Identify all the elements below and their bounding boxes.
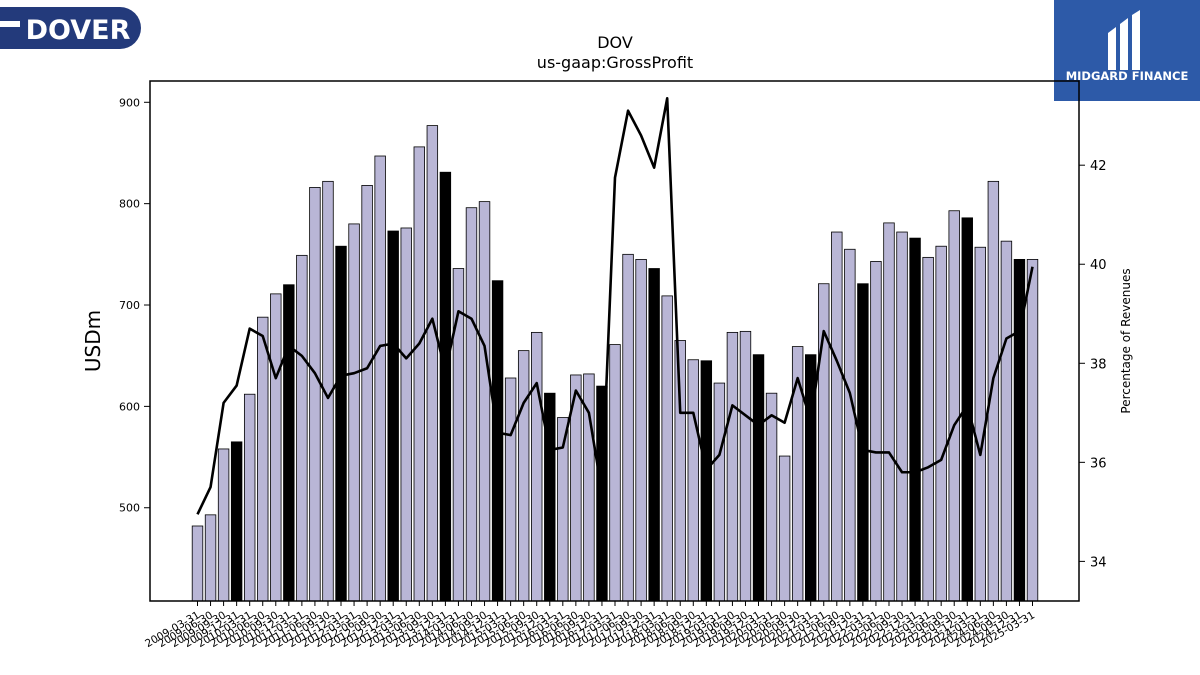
chart-title: DOV <box>597 33 633 52</box>
bar <box>974 246 987 602</box>
bar <box>896 231 908 602</box>
bar <box>426 125 439 602</box>
bar <box>791 346 804 602</box>
bar <box>309 187 321 602</box>
bar <box>909 237 921 602</box>
y-axis-label: USDm <box>81 310 105 372</box>
bar <box>713 382 726 602</box>
bar <box>883 222 895 602</box>
bar <box>191 525 204 602</box>
midgard-emblem-icon <box>1108 10 1140 70</box>
chart-subtitle: us-gaap:GrossProfit <box>537 53 693 72</box>
bar <box>517 350 530 602</box>
bar <box>1000 240 1013 602</box>
bar <box>922 256 934 602</box>
bar <box>648 268 660 602</box>
bar <box>778 455 791 602</box>
bar <box>948 210 960 602</box>
line-series <box>196 97 1034 515</box>
left-y-axis: 500 600 700 800 900 <box>119 96 150 515</box>
y2-tick-label: 34 <box>1090 555 1107 570</box>
bar <box>400 227 412 602</box>
bar <box>413 146 426 602</box>
bar <box>504 377 517 602</box>
bar <box>296 254 308 602</box>
bar <box>361 185 373 602</box>
bar <box>465 207 478 602</box>
bar <box>452 268 465 602</box>
bar <box>243 393 256 602</box>
y-tick-label: 800 <box>119 198 140 211</box>
dover-logo: DOVER <box>0 7 141 49</box>
bar <box>687 359 699 602</box>
bar <box>609 344 621 602</box>
bar <box>217 448 230 602</box>
bar <box>752 354 765 602</box>
bar <box>531 331 543 602</box>
bar <box>1026 258 1039 602</box>
bar <box>257 316 269 602</box>
y2-tick-label: 38 <box>1090 357 1107 372</box>
bar <box>270 293 282 602</box>
bar <box>831 231 843 602</box>
bar <box>374 155 386 602</box>
y-tick-label: 600 <box>119 400 140 413</box>
bar <box>765 392 778 602</box>
bar <box>674 340 686 602</box>
bar <box>622 253 634 602</box>
y2-tick-label: 40 <box>1090 258 1107 273</box>
bar <box>935 245 947 602</box>
bar <box>335 245 347 602</box>
x-axis: 2009-03-312009-06-302009-09-302009-12-31… <box>143 601 1037 650</box>
bar <box>700 360 713 602</box>
bar <box>987 180 1000 602</box>
bar <box>439 171 452 602</box>
right-y-axis: 34 36 38 40 42 <box>1079 159 1107 570</box>
bar <box>204 514 217 602</box>
bar <box>491 280 504 602</box>
y2-axis-label: Percentage of Revenues <box>1119 268 1133 413</box>
dover-logo-text: DOVER <box>26 15 131 46</box>
bar <box>387 230 399 602</box>
bar <box>857 283 869 602</box>
y2-tick-label: 36 <box>1090 456 1107 471</box>
bar <box>348 223 360 602</box>
bar <box>635 258 647 602</box>
bar <box>230 441 243 602</box>
y-tick-label: 700 <box>119 299 140 312</box>
percentage-line <box>196 97 1034 515</box>
bar <box>661 295 673 602</box>
bar <box>478 201 491 602</box>
bar <box>739 330 752 602</box>
y2-tick-label: 42 <box>1090 159 1107 174</box>
bar <box>283 284 295 602</box>
bar <box>870 261 882 602</box>
midgard-finance-text: MIDGARD FINANCE <box>1066 69 1189 83</box>
bar <box>844 248 856 602</box>
y-tick-label: 900 <box>119 96 140 109</box>
bar <box>726 331 739 602</box>
y-tick-label: 500 <box>119 502 140 515</box>
